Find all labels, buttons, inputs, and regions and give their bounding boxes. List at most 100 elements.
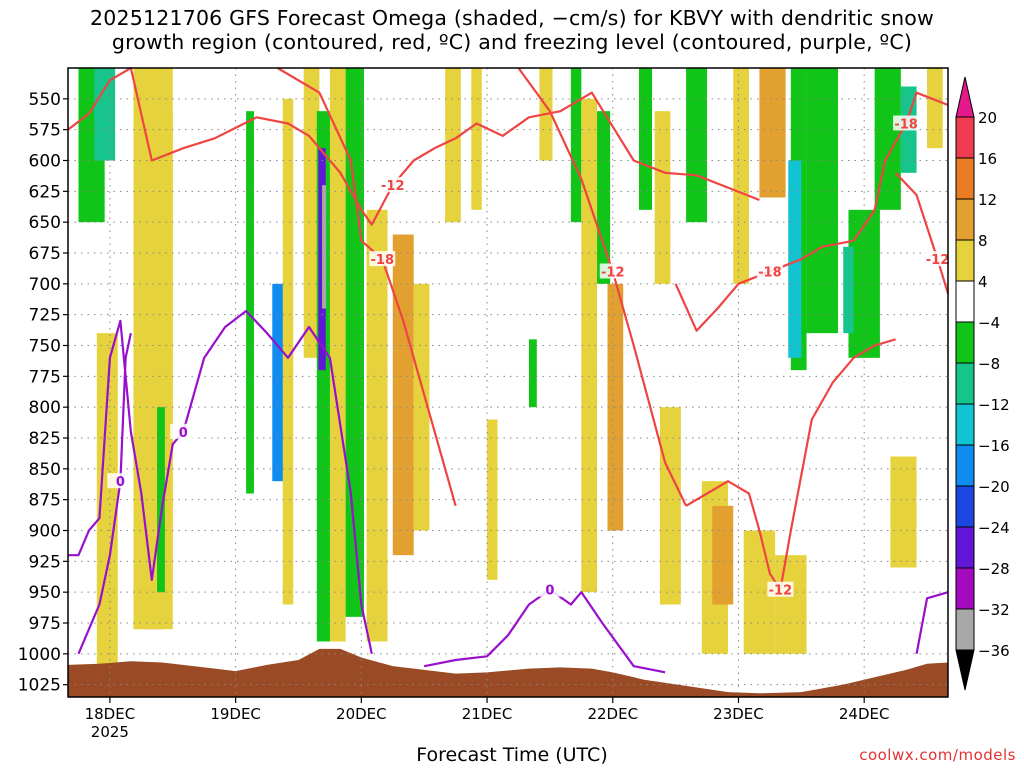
dgz-contour-3-label: -18 [758, 266, 782, 281]
omega-cell-19 [445, 68, 461, 223]
colorbar-bin-1 [955, 157, 975, 200]
x-tick-sublabel: 2025 [91, 723, 129, 741]
dgz-contour-4-label: -12 [769, 584, 793, 599]
y-tick-label-800: 800 [29, 398, 61, 418]
terrain-area [68, 648, 948, 697]
omega-cell-21 [487, 419, 498, 580]
colorbar-label-11: −28 [978, 560, 1010, 578]
dgz-contour-0-label-bg [379, 177, 406, 193]
omega-cell-30 [659, 407, 681, 605]
colorbar-label-1: 16 [978, 150, 997, 168]
colorbar-label-5: −4 [978, 314, 1000, 332]
y-tick-label-875: 875 [29, 491, 61, 511]
dgz-contour-4-label-bg [767, 581, 794, 597]
omega-shading [78, 68, 943, 667]
colorbar-label-3: 8 [978, 232, 988, 250]
dgz-contour-5-label: -18 [894, 118, 918, 133]
y-tick-label-675: 675 [29, 244, 61, 264]
colorbar-bin-7 [955, 403, 975, 446]
omega-cell-29 [654, 111, 671, 284]
omega-cell-39 [806, 68, 838, 334]
y-tick-label-925: 925 [29, 552, 61, 572]
omega-cell-20 [471, 68, 482, 210]
omega-cell-14 [329, 68, 346, 642]
y-tick-label-700: 700 [29, 275, 61, 295]
colorbar-label-0: 20 [978, 109, 997, 127]
x-tick-label-18DEC: 18DEC [85, 705, 136, 723]
freezing-contour-3 [915, 591, 949, 655]
freezing-contour-1 [77, 332, 132, 655]
colorbar-bottom-arrow [955, 649, 975, 691]
credit-link[interactable]: coolwx.com/models [859, 746, 1016, 764]
omega-cell-6 [157, 407, 165, 593]
dgz-contour-3 [674, 239, 854, 332]
colorbar-label-7: −12 [978, 396, 1010, 414]
plot-frame [67, 67, 949, 698]
omega-cell-10 [303, 68, 320, 358]
contour-layer: -12 -18 -12 -18 -12 -18 -12 0 0 0 [67, 66, 951, 674]
omega-cell-28 [638, 68, 653, 210]
omega-cell-8 [272, 283, 286, 482]
x-tick-label-22DEC: 22DEC [587, 705, 638, 723]
x-tick-label-21DEC: 21DEC [462, 705, 513, 723]
freezing-contour-0-label-bg [170, 423, 197, 439]
colorbar-label-4: 4 [978, 273, 988, 291]
colorbar-bin-11 [955, 567, 975, 610]
omega-cell-17 [392, 234, 414, 556]
colorbar-bin-2 [955, 198, 975, 241]
colorbar-label-8: −16 [978, 437, 1010, 455]
x-tick-label-23DEC: 23DEC [713, 705, 764, 723]
y-tick-label-950: 950 [29, 583, 61, 603]
y-tick-label-550: 550 [29, 90, 61, 110]
freezing-contour-2-label: 0 [545, 584, 554, 599]
colorbar-bin-3 [955, 239, 975, 282]
omega-cell-16 [366, 209, 388, 642]
y-axis-ticks: 550 575 600 625 650 675 700 725 750 775 800 825 850 8… [18, 90, 68, 696]
colorbar-bin-4 [955, 280, 975, 323]
freezing-contour-2-label-bg [536, 581, 563, 597]
dgz-contour-6 [894, 172, 950, 295]
x-tick-label-24DEC: 24DEC [839, 705, 890, 723]
x-tick-label-20DEC: 20DEC [336, 705, 387, 723]
omega-cell-24 [570, 68, 582, 223]
omega-cell-40 [775, 555, 807, 654]
colorbar-bin-5 [955, 321, 975, 364]
omega-cell-36 [759, 68, 786, 198]
colorbar-bin-0 [955, 116, 975, 159]
y-tick-label-825: 825 [29, 429, 61, 449]
x-tick-label-19DEC: 19DEC [210, 705, 261, 723]
y-tick-label-750: 750 [29, 337, 61, 357]
colorbar: 20 16 12 8 4 −4 −8 −12 −16 −20 −24 −28 −32 −36 [955, 76, 1010, 691]
omega-cell-5 [94, 68, 116, 161]
colorbar-label-6: −8 [978, 355, 1000, 373]
omega-cell-7 [246, 111, 254, 494]
colorbar-label-2: 12 [978, 191, 997, 209]
omega-cell-33 [712, 505, 734, 605]
colorbar-bin-8 [955, 444, 975, 487]
colorbar-label-9: −20 [978, 478, 1010, 496]
x-axis-title: Forecast Time (UTC) [416, 744, 608, 766]
omega-cell-31 [686, 68, 708, 223]
dgz-contour-2-label: -12 [601, 266, 625, 281]
y-tick-label-850: 850 [29, 460, 61, 480]
omega-cell-45 [890, 456, 917, 568]
colorbar-label-12: −32 [978, 601, 1010, 619]
y-tick-label-775: 775 [29, 367, 61, 387]
colorbar-bin-9 [955, 485, 975, 528]
plot-border [67, 67, 949, 698]
omega-cell-9 [282, 98, 294, 605]
title-line-1: 2025121706 GFS Forecast Omega (shaded, −… [90, 6, 934, 30]
freezing-contour-2 [423, 588, 666, 674]
y-tick-label-575: 575 [29, 121, 61, 141]
dgz-contour-6-label-bg [924, 251, 951, 267]
dgz-contour-1-label: -18 [371, 253, 395, 268]
colorbar-label-10: −24 [978, 519, 1010, 537]
freezing-contour-0-label: 0 [179, 426, 188, 441]
colorbar-label-13: −36 [978, 642, 1010, 660]
dgz-contour-0-label: -12 [381, 179, 405, 194]
terrain-layer [68, 648, 948, 697]
y-tick-label-600: 600 [29, 152, 61, 172]
title-line-2: growth region (contoured, red, ºC) and f… [111, 30, 913, 54]
